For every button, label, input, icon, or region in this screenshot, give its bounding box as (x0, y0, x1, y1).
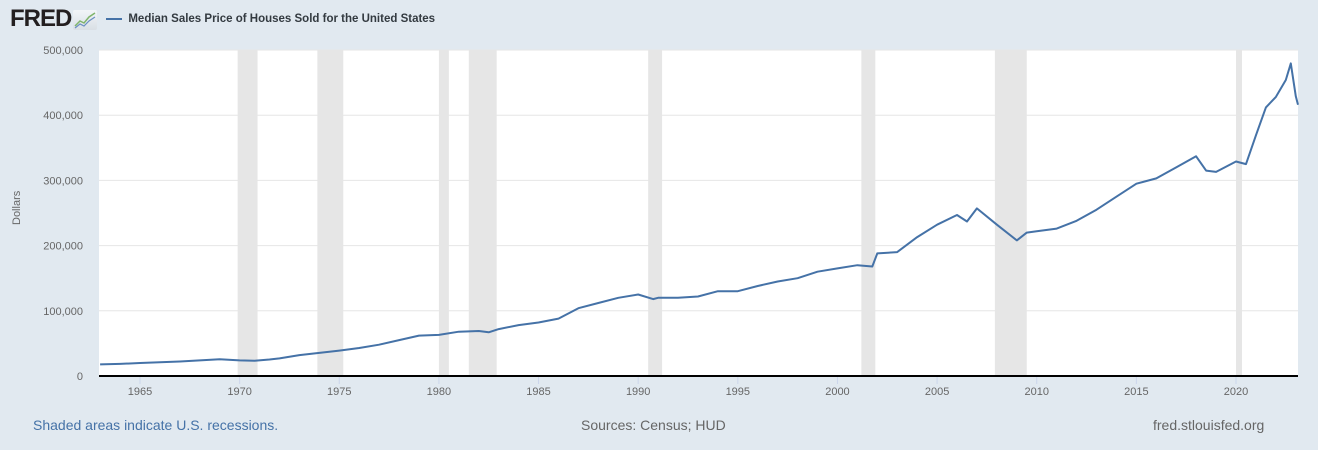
data-line[interactable] (100, 62, 1299, 366)
x-tick-label: 2015 (1124, 386, 1148, 398)
recession-band (317, 50, 344, 376)
recession-band (468, 50, 497, 376)
chart-header: FRED Median Sales Price of Houses Sold f… (10, 6, 435, 32)
legend[interactable]: Median Sales Price of Houses Sold for th… (106, 13, 435, 25)
legend-swatch (106, 18, 123, 20)
x-tick-label: 1975 (327, 386, 351, 398)
x-tick-label: 2010 (1024, 386, 1048, 398)
y-tick-label: 400,000 (43, 110, 83, 122)
recession-band (438, 50, 449, 376)
x-tick-label: 1965 (128, 386, 152, 398)
recession-band (861, 50, 876, 376)
recession-band (237, 50, 258, 376)
fred-logo[interactable]: FRED (10, 5, 72, 32)
y-tick-label: 200,000 (43, 241, 83, 253)
plot-area (99, 50, 1298, 376)
y-tick-label: 300,000 (43, 175, 83, 187)
x-tick-label: 1995 (726, 386, 750, 398)
sources-text: Sources: Census; HUD (581, 417, 726, 433)
x-tick-label: 1970 (227, 386, 251, 398)
x-tick-label: 2005 (925, 386, 949, 398)
x-tick-label: 2020 (1224, 386, 1248, 398)
legend-label: Median Sales Price of Houses Sold for th… (128, 13, 436, 25)
recession-band (648, 50, 663, 376)
recession-band (994, 50, 1027, 376)
y-tick-label: 0 (77, 371, 83, 383)
x-tick-label: 1990 (626, 386, 650, 398)
recession-band (1236, 50, 1242, 376)
x-tick-label: 1980 (427, 386, 451, 398)
chart-line-icon (73, 10, 98, 30)
x-tick-label: 2000 (825, 386, 849, 398)
site-link[interactable]: fred.stlouisfed.org (1153, 417, 1265, 433)
x-tick-label: 1985 (526, 386, 550, 398)
y-tick-label: 500,000 (43, 45, 83, 57)
y-tick-label: 100,000 (43, 306, 83, 318)
recession-note-link[interactable]: Shaded areas indicate U.S. recessions. (33, 417, 279, 433)
